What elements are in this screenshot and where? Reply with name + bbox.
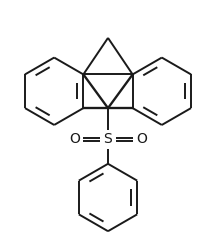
Text: O: O	[69, 132, 80, 146]
Text: O: O	[136, 132, 147, 146]
Text: S: S	[104, 132, 112, 146]
